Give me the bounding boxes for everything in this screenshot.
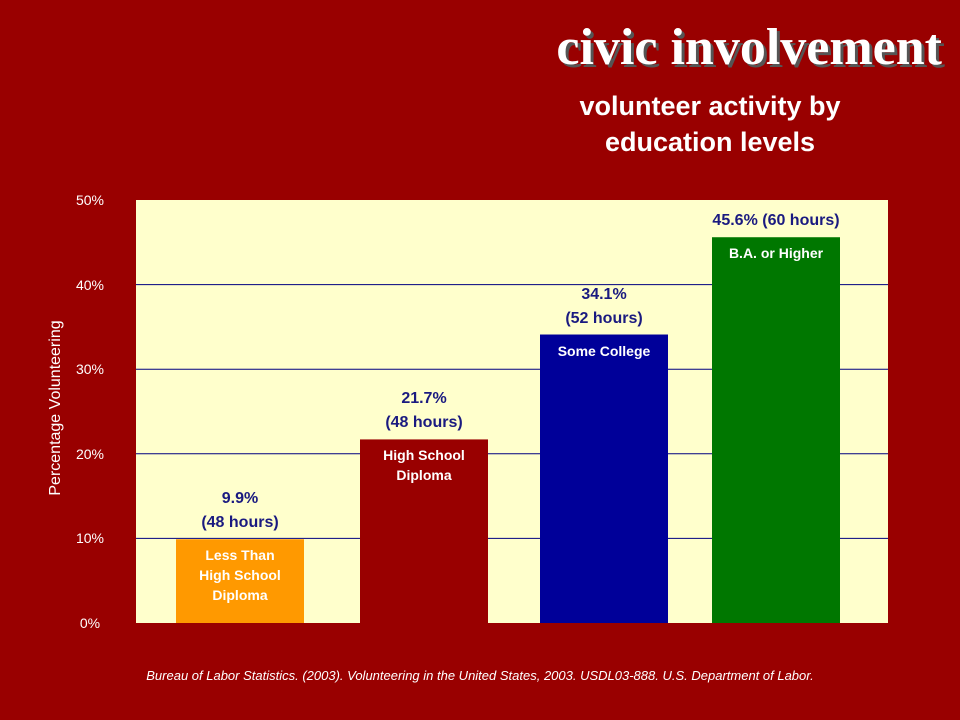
- y-axis-label: Percentage Volunteering: [47, 320, 64, 496]
- bar: [540, 334, 668, 623]
- bar: [712, 237, 840, 623]
- y-tick-label: 20%: [75, 445, 105, 462]
- y-tick-label: 0%: [79, 615, 101, 631]
- category-label: Some College: [557, 342, 651, 359]
- value-label: 21.7% (48 hours): [385, 390, 463, 432]
- bar: [360, 439, 488, 623]
- chart-subtitle: volunteer activity by education levels: [579, 91, 841, 157]
- category-label: Less Than High School Diploma: [199, 547, 281, 604]
- source-note: Bureau of Labor Statistics. (2003). Volu…: [146, 668, 814, 683]
- category-label: B.A. or Higher: [728, 245, 824, 262]
- y-tick-label: 50%: [75, 192, 105, 208]
- value-label: 45.6% (60 hours): [712, 212, 840, 230]
- chart-title: civic involvement: [556, 19, 942, 76]
- y-tick-label: 10%: [75, 530, 105, 547]
- value-label: 34.1% (52 hours): [565, 285, 643, 327]
- y-tick-label: 30%: [75, 361, 105, 378]
- bar: [176, 539, 304, 623]
- y-tick-label: 40%: [75, 276, 105, 293]
- value-label: 9.9% (48 hours): [201, 490, 279, 532]
- category-label: High School Diploma: [383, 447, 465, 484]
